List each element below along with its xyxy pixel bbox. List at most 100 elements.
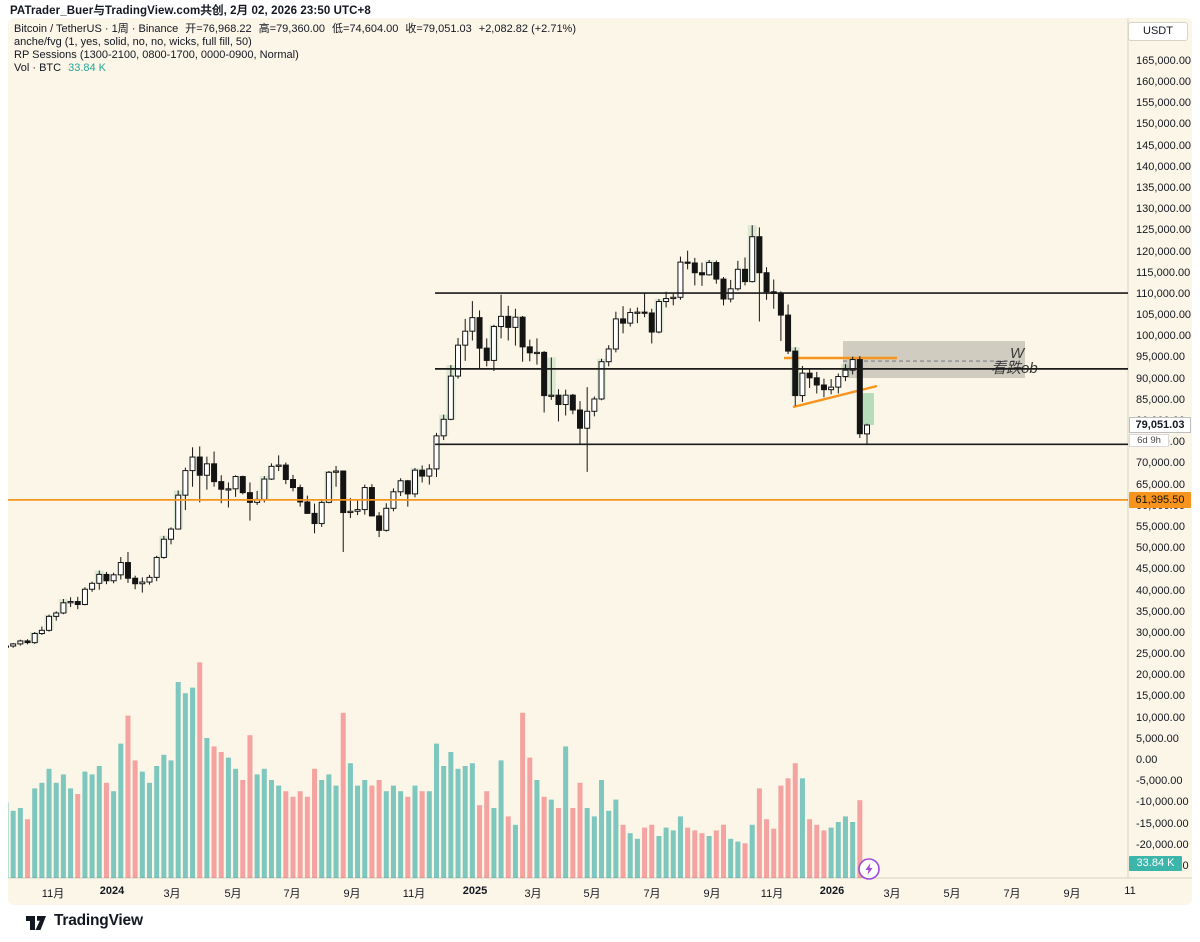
volume-bar: [570, 808, 576, 878]
volume-bar: [548, 799, 554, 878]
candle-up: [361, 487, 368, 511]
volume-bar: [749, 824, 755, 878]
candle-up: [354, 509, 361, 512]
volume-bar: [577, 782, 583, 878]
candle-up: [268, 465, 275, 480]
candle-up: [598, 361, 605, 400]
tradingview-logo-icon: [26, 915, 46, 930]
candle-up: [655, 301, 662, 333]
volume-bar: [469, 763, 475, 878]
candle-down: [505, 315, 512, 328]
time-tick-label: 5月: [224, 888, 242, 900]
candle-up: [612, 318, 619, 350]
volume-bar: [211, 746, 217, 878]
symbol-row[interactable]: Bitcoin / TetherUS · 1周 · Binance 开=76,96…: [14, 23, 583, 36]
candle-down: [691, 262, 698, 274]
price-tick-label: 0.00: [1136, 754, 1158, 766]
bar-countdown-label: 6d 9h: [1129, 434, 1169, 448]
attribution-bar: PATrader_Buer与TradingView.com共创, 2月 02, …: [0, 0, 1200, 18]
candle-down: [641, 311, 648, 314]
volume-bar: [728, 838, 734, 878]
volume-bar: [340, 712, 346, 878]
volume-bar: [390, 785, 396, 878]
candle-down: [103, 573, 110, 582]
ohlc-low: 低=74,604.00: [332, 23, 399, 35]
candle-down: [684, 261, 691, 264]
volume-bar: [706, 836, 712, 878]
volume-bar: [147, 782, 152, 878]
volume-bar: [821, 830, 827, 878]
price-tick-label: -5,000.00: [1136, 775, 1183, 788]
candle-up: [799, 372, 806, 397]
volume-bar: [254, 774, 260, 878]
volume-bar: [828, 827, 834, 878]
candle-up: [275, 464, 282, 467]
indicator-fvg-row[interactable]: anche/fvg (1, yes, solid, no, no, wicks,…: [14, 36, 583, 49]
candle-up: [146, 576, 153, 583]
volume-bar: [670, 830, 676, 878]
candle-down: [218, 481, 225, 490]
candle-up: [8, 645, 9, 648]
price-tick-label: 65,000.00: [1136, 478, 1185, 491]
time-tick-label: 11月: [402, 888, 426, 900]
volume-bar: [520, 712, 526, 878]
chart-panel: W 看跌ob Bitcoin / TetherUS · 1周 · Binance 开…: [8, 18, 1192, 905]
price-tick-label: 25,000.00: [1136, 648, 1185, 661]
candle-down: [713, 262, 720, 280]
time-tick-label: 2025: [462, 885, 488, 897]
indicator-sessions-row[interactable]: RP Sessions (1300-2100, 0800-1700, 0000-…: [14, 49, 583, 62]
price-tick-label: -20,000.00: [1136, 838, 1189, 851]
volume-bar: [584, 808, 590, 878]
price-tick-label: 115,000.00: [1136, 266, 1191, 279]
volume-bar: [68, 788, 74, 878]
volume-bar: [290, 796, 296, 878]
currency-toggle-button[interactable]: USDT: [1128, 22, 1188, 41]
volume-bar: [182, 693, 188, 878]
price-tick-label: -10,000.00: [1136, 796, 1189, 809]
lightning-marker[interactable]: [858, 858, 880, 880]
time-tick-label: 11: [1124, 885, 1136, 897]
price-tick-label: 110,000.00: [1136, 287, 1191, 300]
volume-bar: [276, 785, 282, 878]
candle-up: [168, 528, 175, 540]
price-tick-label: 90,000.00: [1136, 372, 1185, 385]
ohlc-high: 高=79,360.00: [258, 23, 326, 35]
candle-up: [96, 573, 103, 584]
indicator-fvg-label: anche/fvg (1, yes, solid, no, no, wicks,…: [14, 36, 252, 48]
volume-bar: [154, 766, 160, 878]
price-tick-label: 55,000.00: [1136, 520, 1185, 533]
volume-bar: [778, 785, 784, 878]
candle-up: [447, 375, 454, 420]
volume-bar: [792, 763, 798, 878]
candle-up: [160, 538, 167, 558]
candle-up: [53, 612, 60, 617]
volume-bar: [642, 827, 648, 878]
candle-down: [290, 478, 296, 489]
volume-bar: [419, 791, 425, 878]
volume-bar: [484, 791, 490, 878]
ohlc-open: 开=76,968.22: [185, 23, 252, 35]
volume-bar: [82, 771, 88, 878]
volume-bar: [620, 824, 626, 878]
price-tick-label: 100,000.00: [1136, 330, 1192, 343]
candle-down: [806, 372, 813, 379]
volume-bar: [649, 824, 655, 878]
candle-down: [742, 268, 749, 283]
volume-row[interactable]: Vol · BTC 33.84 K: [14, 62, 583, 75]
tradingview-logo[interactable]: TradingView: [25, 909, 143, 933]
volume-bar: [111, 791, 117, 878]
price-tick-label: 40,000.00: [1136, 584, 1185, 597]
candle-up: [734, 268, 741, 290]
volume-bar: [677, 816, 683, 878]
candle-up: [433, 435, 440, 470]
time-axis[interactable]: 11月 2024 3月 5月 7月 9月 11月 2025 3月 5月 7月 9月 11月 2026 3月 5…: [8, 878, 1192, 905]
price-axis[interactable]: 165,000.00 160,000.00 155,000.00 150,000.00…: [1128, 18, 1192, 878]
candle-up: [81, 588, 88, 605]
price-tick-label: 120,000.00: [1136, 245, 1192, 258]
volume-bar: [369, 785, 375, 878]
price-tick-label: 30,000.00: [1136, 626, 1185, 639]
volume-bar: [8, 802, 9, 878]
symbol-title[interactable]: Bitcoin / TetherUS · 1周 · Binance: [14, 23, 179, 35]
candle-down: [340, 470, 347, 514]
